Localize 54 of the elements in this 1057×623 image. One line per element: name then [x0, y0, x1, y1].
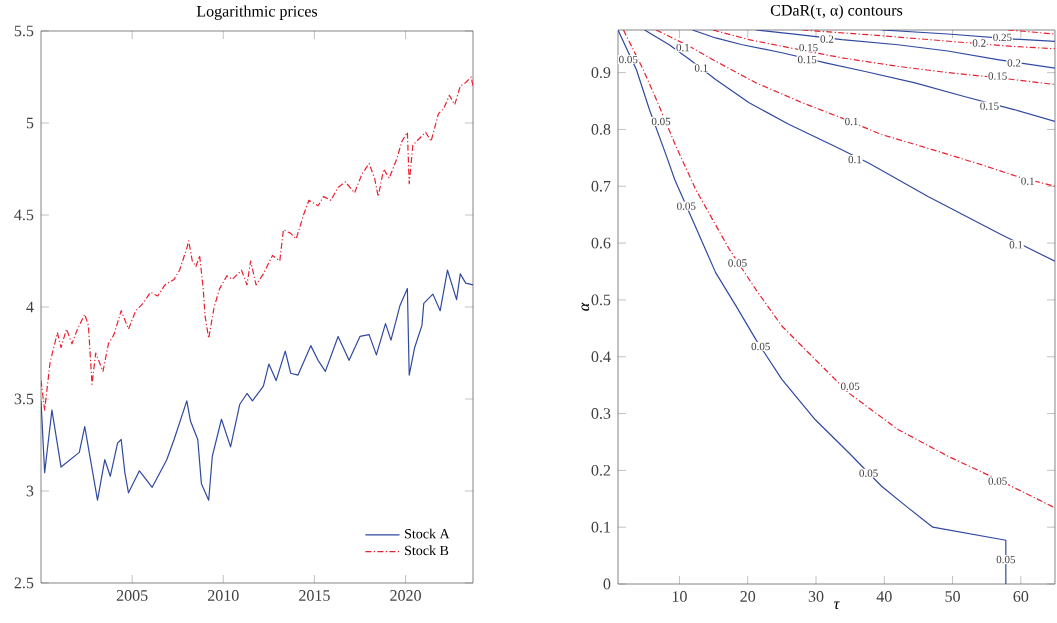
annotation: 0.05: [619, 55, 638, 64]
x-tick-label: 40: [876, 591, 892, 602]
annotation: 0.05: [996, 555, 1016, 564]
y-tick-label: 2.5: [14, 577, 34, 589]
annotation: 0.2: [820, 35, 834, 43]
annotation: 0.05: [859, 469, 878, 477]
annotation: 0.05: [677, 202, 696, 210]
annotation: 0.15: [797, 55, 817, 64]
x-tick-label: 2015: [299, 590, 330, 601]
x-tick-label: 2010: [207, 590, 239, 601]
x-tick-label: 10: [672, 591, 687, 602]
y-tick-label: 0.7: [591, 180, 611, 192]
y-tick-label: 0.4: [591, 351, 611, 363]
y-axis-title: α: [581, 302, 590, 311]
y-tick-label: 0.1: [591, 521, 610, 533]
y-tick-label: 0.8: [591, 124, 611, 135]
annotation: 0.1: [845, 117, 858, 126]
y-tick-label: 3.5: [14, 393, 34, 405]
annotation: 0.2: [972, 39, 986, 47]
annotation: 0.05: [728, 259, 747, 267]
annotation: 0.1: [694, 64, 708, 72]
chart-title: Logarithmic prices: [196, 5, 318, 20]
annotation: 0.1: [848, 155, 862, 164]
annotation: 0.1: [1021, 177, 1034, 185]
x-axis-title: τ: [833, 601, 840, 610]
annotation: 0.25: [993, 33, 1012, 42]
annotation: 0.15: [799, 43, 818, 52]
y-tick-label: 0.2: [591, 464, 611, 476]
y-tick-label: 0.3: [591, 408, 611, 419]
x-tick-label: 2005: [116, 590, 148, 601]
annotation: 0.2: [1007, 59, 1021, 67]
y-tick-label: 4.5: [14, 209, 34, 221]
annotation: 0.1: [1009, 241, 1023, 249]
annotation: 0.1: [676, 43, 690, 52]
x-tick-label: 50: [945, 591, 960, 602]
y-tick-label: 3: [26, 485, 34, 497]
x-tick-label: 20: [740, 591, 756, 602]
y-tick-label: 4: [26, 301, 34, 313]
y-tick-label: 0.6: [591, 237, 611, 249]
y-tick-label: 0.5: [591, 294, 611, 306]
x-tick-label: 2020: [390, 590, 421, 601]
legend-label: Stock A: [405, 528, 450, 539]
chart-title: CDaR(τ, α) contours: [770, 4, 903, 19]
annotation: 0.15: [980, 102, 999, 110]
annotation: 0.05: [840, 382, 860, 390]
y-tick-label: 5.5: [14, 25, 34, 37]
annotation: 0.05: [751, 342, 770, 351]
y-tick-label: 0.9: [591, 67, 611, 79]
annotation: 0.05: [651, 117, 671, 126]
x-tick-label: 30: [808, 591, 824, 602]
y-tick-label: 5: [26, 117, 34, 129]
y-tick-label: 0: [603, 578, 611, 590]
x-tick-label: 60: [1013, 591, 1029, 602]
legend-label: Stock B: [405, 545, 449, 556]
